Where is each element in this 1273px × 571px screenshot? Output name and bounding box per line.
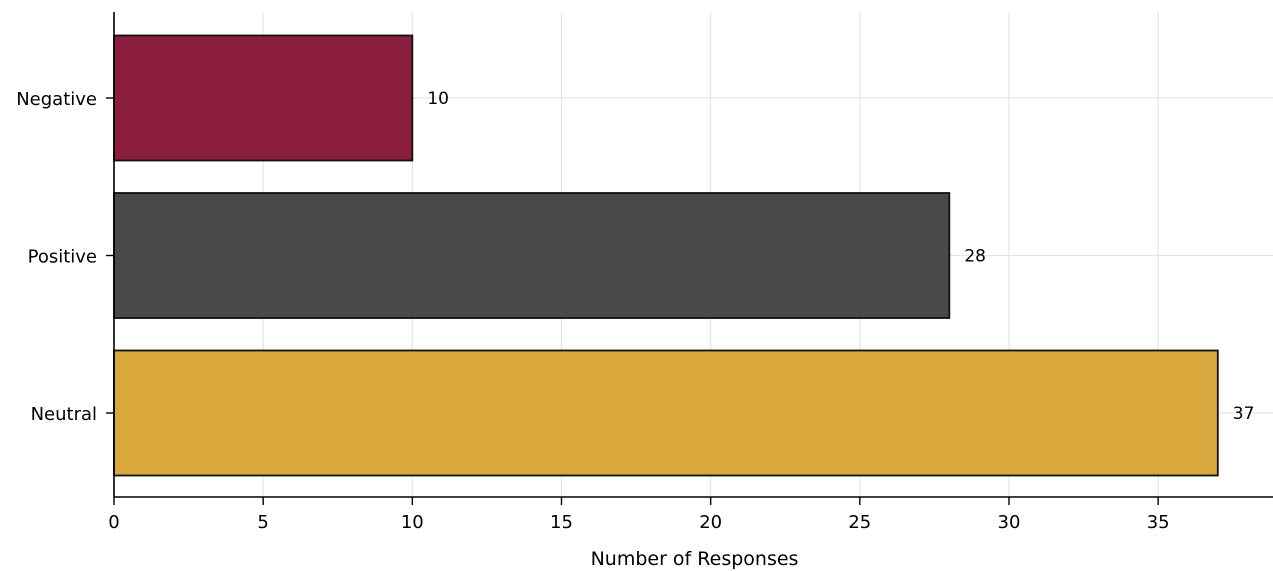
bar-negative [113, 34, 414, 162]
y-tick-label-negative: Negative [16, 89, 97, 110]
bar-positive [113, 192, 951, 319]
data-label-negative: 10 [427, 89, 449, 109]
x-tick-label-2: 10 [401, 512, 424, 533]
bar-neutral [113, 349, 1219, 477]
x-tick-label-4: 20 [699, 512, 722, 533]
data-labels: 10 28 37 [427, 89, 1254, 424]
y-tick-label-positive: Positive [28, 247, 97, 268]
x-tick-label-6: 30 [998, 512, 1021, 533]
axes [113, 12, 1273, 498]
x-tick-label-5: 25 [848, 512, 871, 533]
x-tick-label-0: 0 [108, 512, 119, 533]
y-ticks: Negative Positive Neutral [16, 89, 114, 425]
data-label-neutral: 37 [1233, 404, 1255, 424]
data-label-positive: 28 [964, 247, 986, 267]
x-tick-label-3: 15 [550, 512, 573, 533]
x-ticks: 0 5 10 15 20 25 30 35 [108, 497, 1170, 533]
x-tick-label-1: 5 [257, 512, 268, 533]
x-tick-label-7: 35 [1147, 512, 1170, 533]
x-axis-label: Number of Responses [591, 548, 799, 570]
y-tick-label-neutral: Neutral [31, 404, 97, 425]
